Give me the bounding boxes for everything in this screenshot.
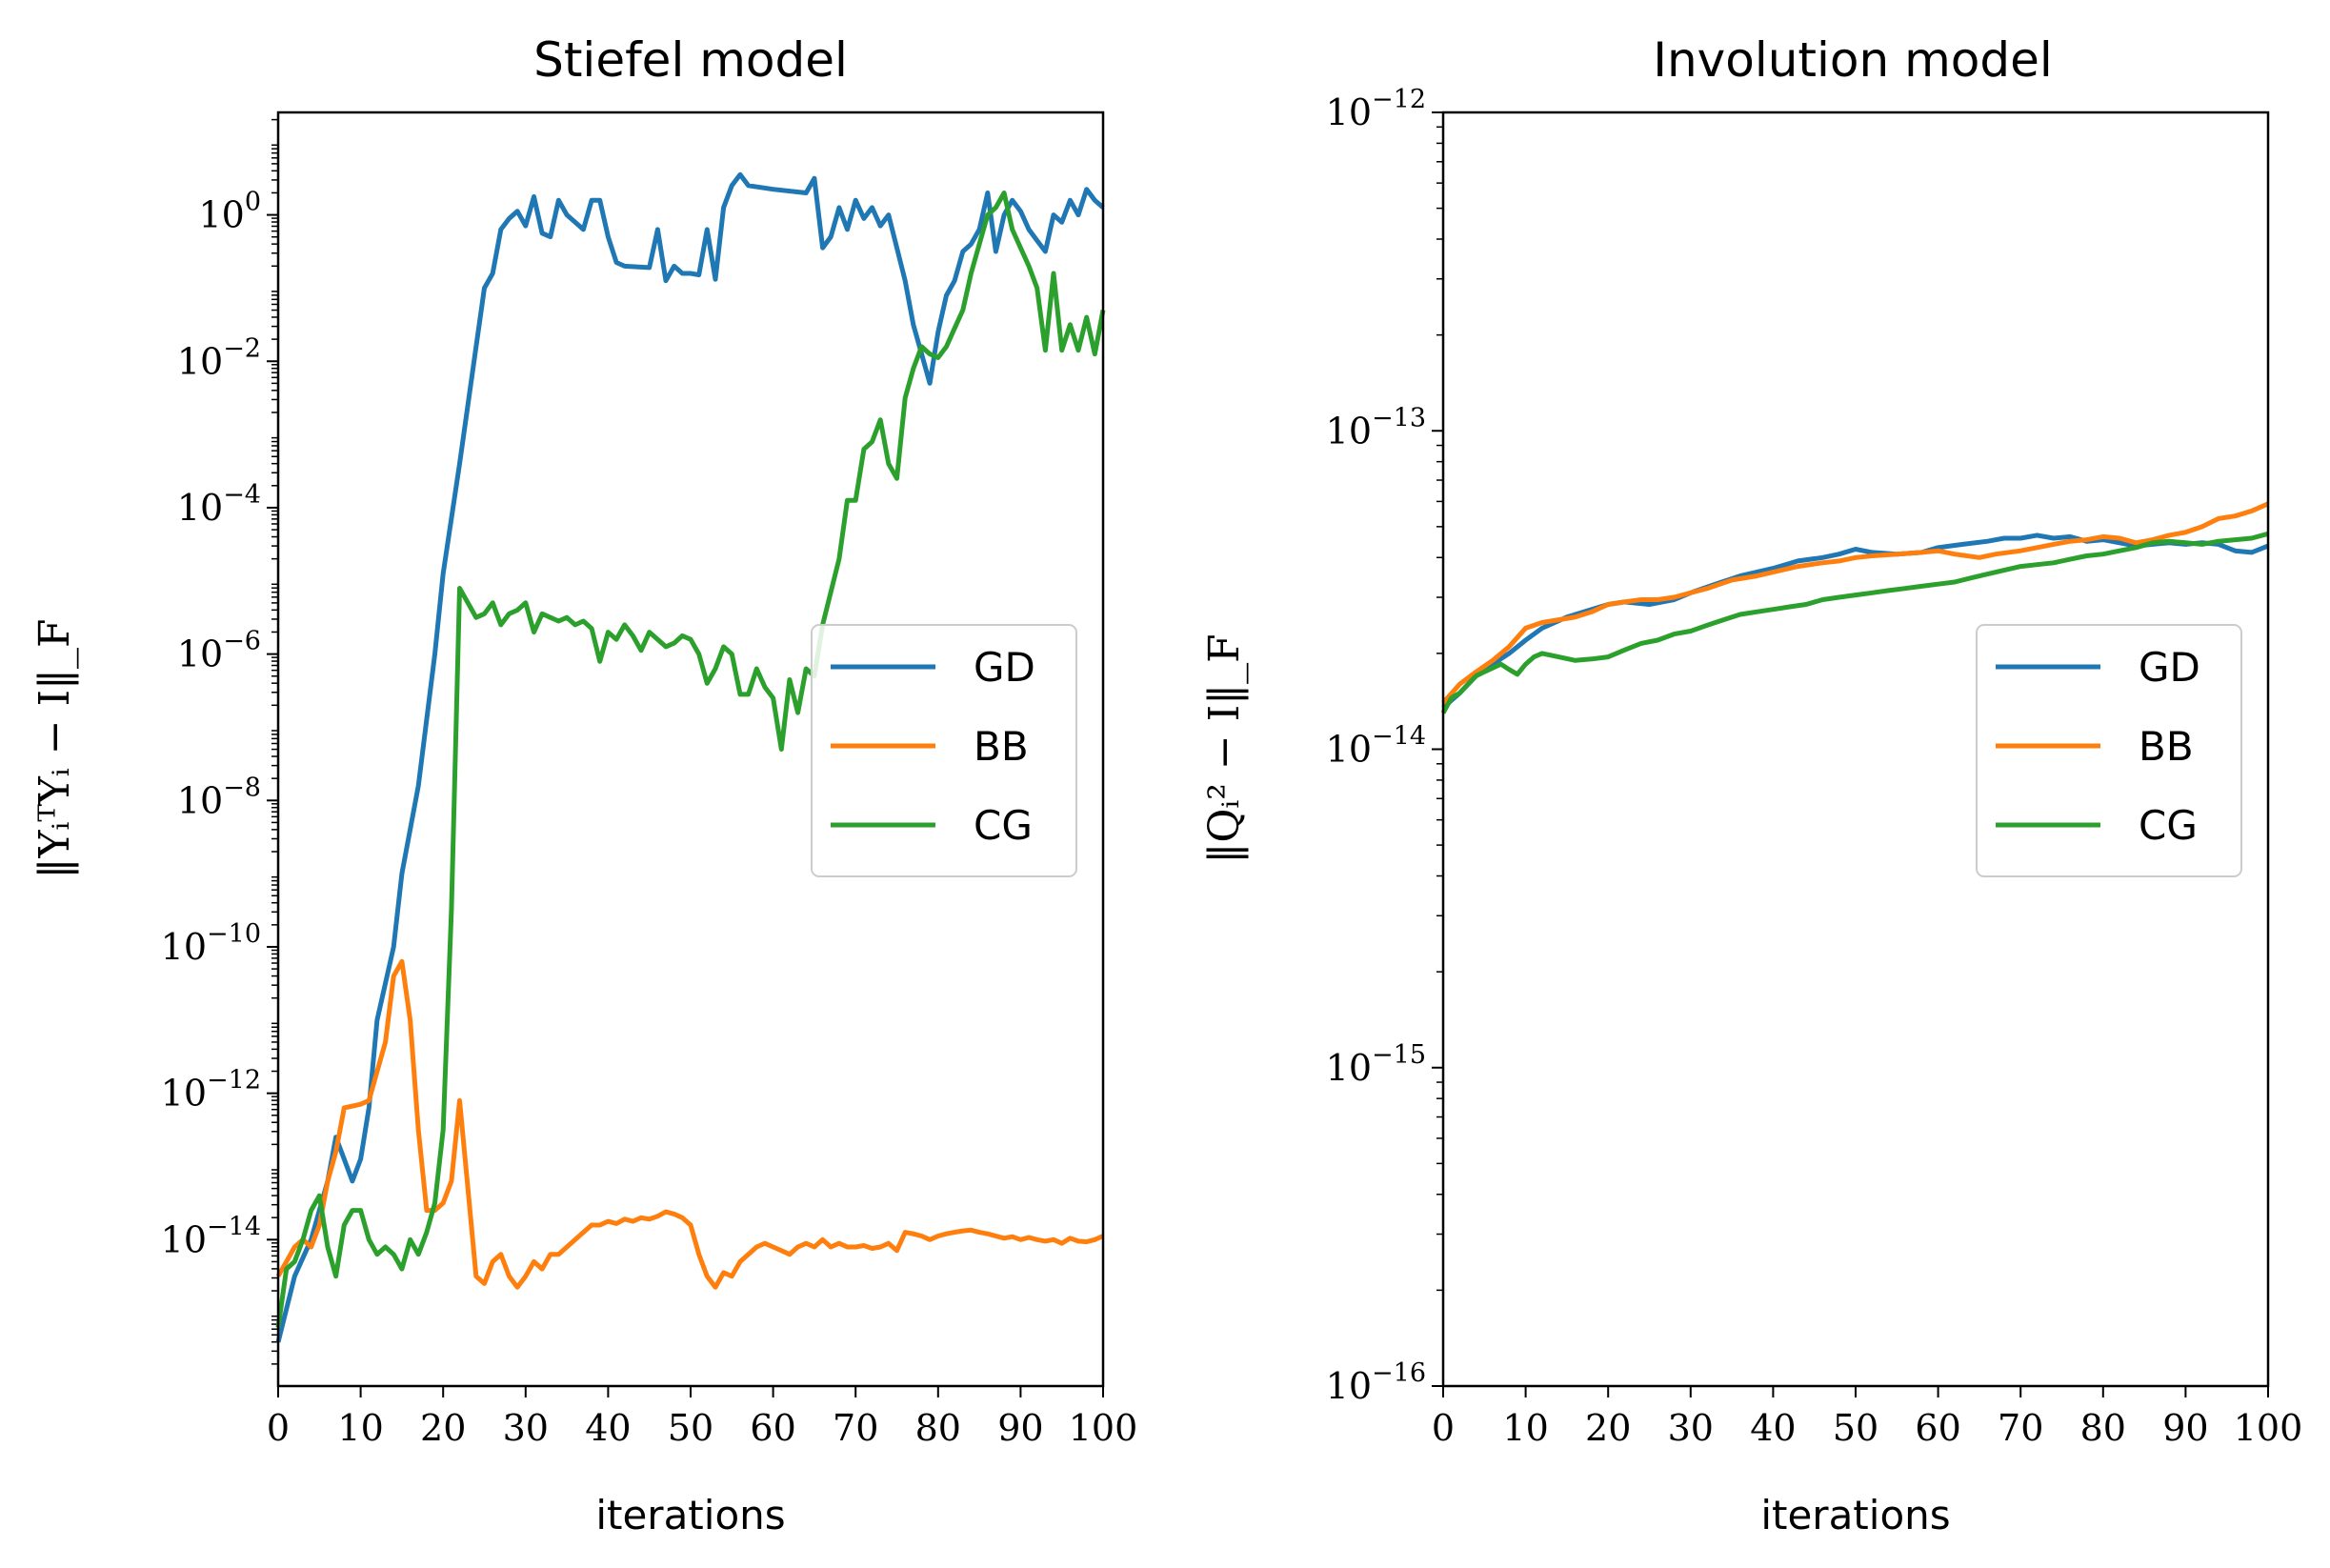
involution-xtick-label: 20 — [1585, 1407, 1631, 1449]
involution-ytick-label: 10−16 — [1326, 1358, 1426, 1407]
stiefel-line-cg — [275, 191, 1106, 1328]
stiefel-xtick-label: 30 — [503, 1407, 549, 1449]
stiefel-xtick-label: 50 — [668, 1407, 713, 1449]
stiefel-xtick-label: 100 — [1069, 1407, 1138, 1449]
involution-xtick-label: 100 — [2234, 1407, 2303, 1449]
involution-xtick-label: 80 — [2080, 1407, 2126, 1449]
involution-ytick-label: 10−12 — [1326, 85, 1426, 133]
stiefel-title: Stiefel model — [533, 32, 848, 88]
involution-title: Involution model — [1653, 32, 2053, 88]
involution-line-bb — [1441, 501, 2270, 705]
stiefel-xtick-label: 10 — [337, 1407, 383, 1449]
stiefel-xtick-label: 20 — [420, 1407, 466, 1449]
involution-legend-label-cg: CG — [2139, 802, 2198, 849]
stiefel-ytick-label: 100 — [198, 188, 261, 236]
stiefel-xtick-label: 40 — [585, 1407, 631, 1449]
involution-xtick-label: 10 — [1502, 1407, 1548, 1449]
stiefel-xtick-label: 90 — [997, 1407, 1043, 1449]
stiefel-ytick-label: 10−12 — [161, 1066, 261, 1115]
stiefel-xtick-label: 0 — [267, 1407, 290, 1449]
stiefel-legend-label-bb: BB — [974, 723, 1029, 770]
stiefel-ytick-label: 10−10 — [161, 919, 261, 968]
stiefel-plot-frame — [276, 111, 1105, 1388]
involution-xtick-label: 60 — [1915, 1407, 1960, 1449]
involution-ytick-label: 10−14 — [1326, 722, 1426, 771]
involution-xlabel: iterations — [1760, 1492, 1950, 1538]
stiefel-ytick-label: 10−8 — [177, 773, 261, 821]
stiefel-line-gd — [275, 171, 1105, 1343]
involution-ytick-label: 10−13 — [1326, 403, 1426, 452]
stiefel-axes-ticks: 0 10 20 30 40 50 60 70 80 90 100 10−14 10−12 10−10 10−… — [161, 118, 1138, 1449]
stiefel-ytick-label: 10−2 — [177, 333, 261, 382]
stiefel-legend-label-cg: CG — [974, 802, 1033, 849]
involution-xtick-label: 70 — [1998, 1407, 2043, 1449]
involution-ytick-label: 10−15 — [1326, 1040, 1426, 1089]
involution-panel: Involution model 0 10 20 30 40 50 60 70 80 90 100 1… — [1200, 32, 2302, 1538]
stiefel-xtick-label: 80 — [915, 1407, 961, 1449]
involution-legend: GD BB CG — [1976, 624, 2242, 877]
involution-series-lines — [1440, 501, 2270, 714]
involution-xtick-label: 30 — [1668, 1407, 1714, 1449]
involution-xtick-label: 90 — [2162, 1407, 2208, 1449]
involution-plot-frame — [1441, 111, 2270, 1388]
stiefel-series-lines — [275, 171, 1106, 1343]
involution-legend-label-bb: BB — [2139, 723, 2194, 770]
stiefel-line-bb — [275, 958, 1105, 1290]
stiefel-xtick-label: 60 — [750, 1407, 795, 1449]
stiefel-ytick-label: 10−4 — [177, 480, 261, 529]
stiefel-xtick-label: 70 — [833, 1407, 878, 1449]
involution-axes-ticks: 0 10 20 30 40 50 60 70 80 90 100 10−16 10−15 10−14 10−… — [1326, 85, 2303, 1449]
stiefel-panel: Stiefel model 0 10 20 30 40 50 60 70 80 90 100 10−1… — [30, 32, 1137, 1538]
involution-xtick-label: 50 — [1833, 1407, 1878, 1449]
involution-xtick-label: 40 — [1750, 1407, 1796, 1449]
stiefel-legend-label-gd: GD — [974, 644, 1035, 691]
stiefel-ytick-label: 10−14 — [161, 1212, 261, 1260]
involution-legend-label-gd: GD — [2139, 644, 2200, 691]
involution-line-cg — [1440, 531, 2269, 714]
stiefel-ytick-label: 10−6 — [177, 627, 261, 675]
stiefel-legend: GD BB CG — [811, 624, 1077, 877]
stiefel-xlabel: iterations — [595, 1492, 785, 1538]
stiefel-legend-box — [811, 624, 1077, 877]
involution-ylabel: ‖Qᵢ² − I‖_F — [1200, 633, 1249, 863]
involution-xtick-label: 0 — [1432, 1407, 1455, 1449]
involution-legend-box — [1976, 624, 2242, 877]
stiefel-ylabel: ‖YᵢᵀYᵢ − I‖_F — [30, 618, 79, 878]
